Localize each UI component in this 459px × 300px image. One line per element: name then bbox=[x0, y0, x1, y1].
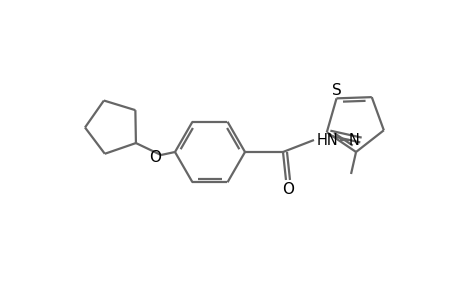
Text: O: O bbox=[281, 182, 293, 197]
Text: S: S bbox=[331, 83, 341, 98]
Text: O: O bbox=[149, 149, 161, 164]
Text: HN: HN bbox=[316, 133, 338, 148]
Text: N: N bbox=[348, 133, 358, 148]
